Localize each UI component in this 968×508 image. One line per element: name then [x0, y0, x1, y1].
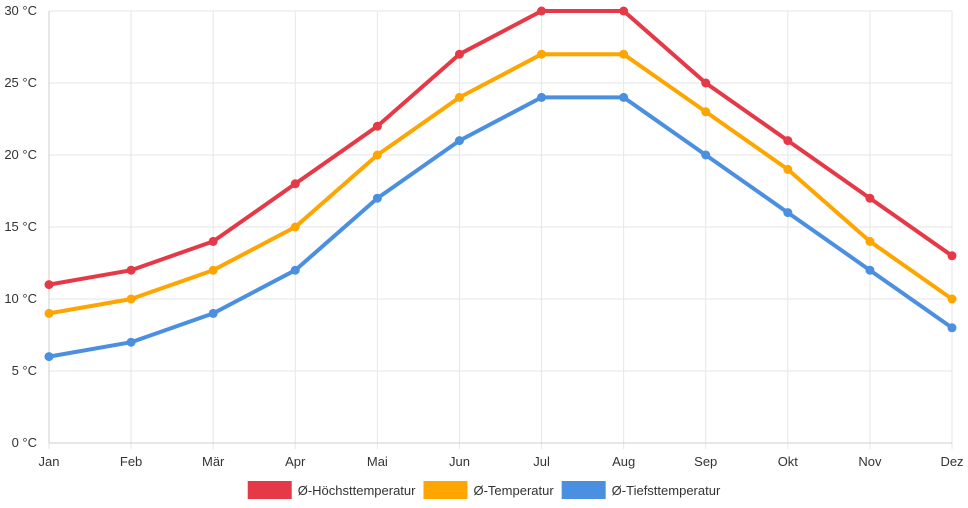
- data-point[interactable]: [372, 150, 382, 160]
- data-point[interactable]: [701, 107, 711, 117]
- data-point[interactable]: [454, 49, 464, 59]
- data-point[interactable]: [865, 236, 875, 246]
- data-point[interactable]: [290, 179, 300, 189]
- axis-layer: 0 °C 5 °C 10 °C 15 °C 20 °C 25 °C 30 °C Jan Feb M…: [4, 3, 963, 469]
- data-point[interactable]: [783, 208, 793, 218]
- y-tick-label: 10 °C: [4, 291, 37, 306]
- data-point[interactable]: [947, 294, 957, 304]
- data-point[interactable]: [947, 323, 957, 333]
- y-tick-label: 15 °C: [4, 219, 37, 234]
- x-tick-label: Mai: [367, 454, 388, 469]
- data-point[interactable]: [783, 164, 793, 174]
- legend-label: Ø-Tiefsttemperatur: [612, 483, 721, 498]
- data-point[interactable]: [290, 222, 300, 232]
- data-point[interactable]: [701, 78, 711, 88]
- y-tick-label: 30 °C: [4, 3, 37, 18]
- data-point[interactable]: [208, 236, 218, 246]
- x-tick-label: Jan: [39, 454, 60, 469]
- x-tick-label: Mär: [202, 454, 225, 469]
- x-tick-label: Feb: [120, 454, 142, 469]
- data-point[interactable]: [208, 265, 218, 275]
- legend[interactable]: Ø-Höchsttemperatur Ø-Temperatur Ø-Tiefstte…: [247, 481, 721, 499]
- x-tick-label: Nov: [858, 454, 882, 469]
- data-point[interactable]: [44, 308, 54, 318]
- y-tick-label: 20 °C: [4, 147, 37, 162]
- data-point[interactable]: [126, 265, 136, 275]
- x-tick-label: Sep: [694, 454, 717, 469]
- legend-label: Ø-Höchsttemperatur: [298, 483, 416, 498]
- legend-swatch: [423, 481, 468, 499]
- x-tick-label: Jun: [449, 454, 470, 469]
- x-tick-label: Apr: [285, 454, 306, 469]
- data-point[interactable]: [372, 193, 382, 203]
- data-point[interactable]: [44, 352, 54, 362]
- data-point[interactable]: [537, 6, 547, 16]
- data-point[interactable]: [537, 49, 547, 59]
- grid-layer: [48, 10, 953, 449]
- x-tick-label: Jul: [533, 454, 550, 469]
- data-point[interactable]: [865, 193, 875, 203]
- legend-item-2[interactable]: Ø-Temperatur: [423, 481, 554, 499]
- data-point[interactable]: [44, 280, 54, 290]
- data-point[interactable]: [947, 251, 957, 261]
- data-point[interactable]: [619, 6, 629, 16]
- x-tick-label: Aug: [612, 454, 635, 469]
- points-layer: [44, 6, 957, 362]
- legend-item-1[interactable]: Ø-Höchsttemperatur: [247, 481, 416, 499]
- y-tick-label: 25 °C: [4, 75, 37, 90]
- x-tick-label: Dez: [940, 454, 963, 469]
- data-point[interactable]: [865, 265, 875, 275]
- data-point[interactable]: [537, 92, 547, 102]
- data-point[interactable]: [208, 308, 218, 318]
- x-tick-label: Okt: [778, 454, 799, 469]
- data-point[interactable]: [290, 265, 300, 275]
- lines-layer: [47, 9, 954, 359]
- legend-swatch: [561, 481, 606, 499]
- data-point[interactable]: [454, 92, 464, 102]
- legend-label: Ø-Temperatur: [473, 483, 554, 498]
- data-point[interactable]: [619, 92, 629, 102]
- series-line-2: [47, 52, 954, 316]
- data-point[interactable]: [783, 136, 793, 146]
- y-tick-label: 5 °C: [12, 363, 37, 378]
- data-point[interactable]: [126, 337, 136, 347]
- legend-item-3[interactable]: Ø-Tiefsttemperatur: [561, 481, 721, 499]
- series-line-1: [47, 9, 954, 287]
- data-point[interactable]: [126, 294, 136, 304]
- legend-swatch: [247, 481, 292, 499]
- series-line-3: [47, 95, 954, 359]
- data-point[interactable]: [372, 121, 382, 131]
- data-point[interactable]: [701, 150, 711, 160]
- data-point[interactable]: [454, 136, 464, 146]
- y-tick-label: 0 °C: [12, 435, 37, 450]
- data-point[interactable]: [619, 49, 629, 59]
